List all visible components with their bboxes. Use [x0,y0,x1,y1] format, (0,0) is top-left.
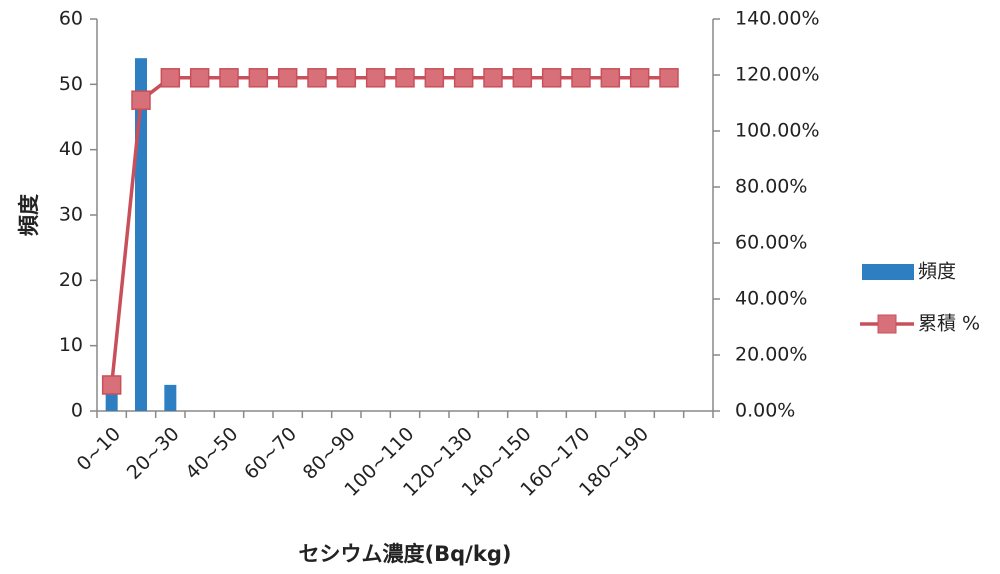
y-tick-label: 20 [59,269,83,291]
legend-marker [877,314,897,334]
marker [512,68,533,88]
y-tick-label: 40 [59,138,83,160]
bar [105,391,118,411]
marker [571,68,591,88]
x-tick-label: 20~30 [123,423,184,484]
marker [248,68,269,88]
legend-swatch [862,264,914,280]
marker [277,68,298,88]
marker [219,68,239,88]
y-axis-title: 頻度 [17,194,41,236]
marker [336,68,357,88]
marker [160,68,181,88]
marker [453,68,474,88]
y-tick-label: 50 [59,73,83,95]
y-tick-label: 0 [71,400,83,422]
line [109,76,669,386]
marker [659,68,679,88]
marker [600,68,621,88]
x-axis-title: セシウム濃度(Bq/kg) [299,542,512,566]
marker [189,68,210,88]
y2-tick-label: 80.00% [735,176,807,198]
marker [131,90,151,110]
marker [307,68,327,88]
legend-label: 頻度 [918,261,956,283]
y2-tick-label: 100.00% [735,120,820,142]
x-tick-label: 40~50 [181,423,242,484]
marker [541,68,562,88]
y2-tick-label: 0.00% [735,400,795,422]
y2-tick-label: 120.00% [735,64,820,86]
marker [629,68,650,88]
y2-tick-label: 140.00% [735,8,820,30]
marker [395,68,415,88]
x-tick-label: 0~10 [73,423,125,475]
y2-tick-label: 20.00% [735,344,807,366]
y2-tick-label: 60.00% [735,232,807,254]
legend-label: 累積 % [918,313,980,335]
y-tick-label: 10 [59,334,83,356]
marker [424,68,445,88]
y-tick-label: 60 [59,8,83,30]
y-tick-label: 30 [59,204,83,226]
y2-tick-label: 40.00% [735,288,807,310]
x-tick-label: 60~70 [240,423,301,484]
marker [483,68,503,88]
bar [164,384,177,411]
marker [365,68,386,88]
marker [101,375,122,395]
